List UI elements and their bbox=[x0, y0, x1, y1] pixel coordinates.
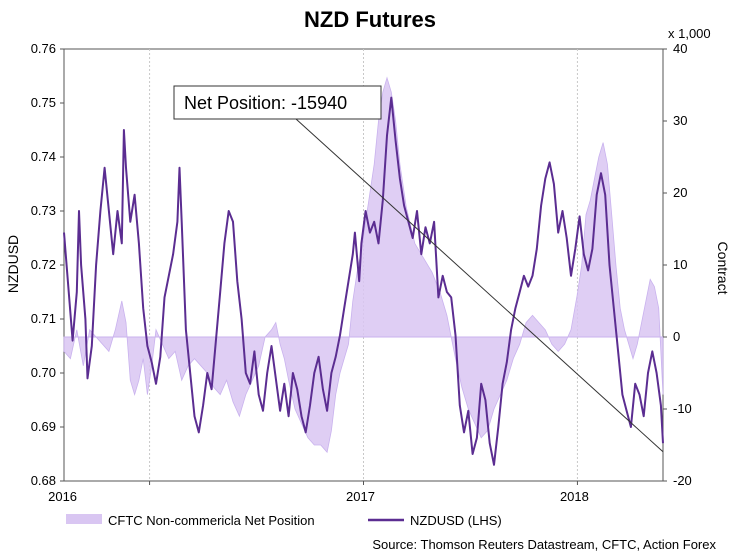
x-tick-label: 2018 bbox=[560, 489, 589, 504]
right-axis-unit-label: x 1,000 bbox=[668, 26, 711, 41]
legend-area-swatch bbox=[66, 514, 102, 524]
left-tick-label: 0.72 bbox=[31, 257, 56, 272]
annotation-text: Net Position: -15940 bbox=[184, 93, 347, 113]
legend-line-label: NZDUSD (LHS) bbox=[410, 513, 502, 528]
x-tick-label: 2017 bbox=[346, 489, 375, 504]
right-axis-title: Contract bbox=[715, 242, 731, 295]
left-tick-label: 0.69 bbox=[31, 419, 56, 434]
right-tick-label: 10 bbox=[673, 257, 687, 272]
left-tick-label: 0.73 bbox=[31, 203, 56, 218]
chart-title: NZD Futures bbox=[304, 7, 436, 32]
x-tick-label: 2016 bbox=[48, 489, 77, 504]
left-axis-title: NZDUSD bbox=[5, 235, 21, 293]
left-tick-label: 0.68 bbox=[31, 473, 56, 488]
right-tick-label: 0 bbox=[673, 329, 680, 344]
right-tick-label: 40 bbox=[673, 41, 687, 56]
nzdusd-line bbox=[63, 96, 664, 466]
left-tick-label: 0.71 bbox=[31, 311, 56, 326]
right-tick-label: 30 bbox=[673, 113, 687, 128]
right-tick-label: 20 bbox=[673, 185, 687, 200]
left-tick-label: 0.75 bbox=[31, 95, 56, 110]
legend-area-label: CFTC Non-commericla Net Position bbox=[108, 513, 315, 528]
nzdusd-line-layer bbox=[63, 96, 664, 466]
annotation-box bbox=[173, 85, 382, 120]
right-tick-label: -10 bbox=[673, 401, 692, 416]
left-tick-label: 0.76 bbox=[31, 41, 56, 56]
source-note: Source: Thomson Reuters Datastream, CFTC… bbox=[372, 537, 716, 552]
annotation-leader-line bbox=[295, 118, 664, 453]
left-axis-ticks: 0.68 0.69 0.70 0.71 0.72 0.73 0.74 0.75 0.76 bbox=[31, 41, 64, 488]
right-tick-label: -20 bbox=[673, 473, 692, 488]
left-tick-label: 0.70 bbox=[31, 365, 56, 380]
x-axis-ticks: 2016 2017 2018 bbox=[48, 481, 589, 504]
legend: CFTC Non-commericla Net Position NZDUSD … bbox=[66, 513, 502, 528]
net-position-annotation: Net Position: -15940 bbox=[173, 85, 664, 453]
left-tick-label: 0.74 bbox=[31, 149, 56, 164]
right-axis-ticks: -20 -10 0 10 20 30 40 bbox=[663, 41, 692, 488]
